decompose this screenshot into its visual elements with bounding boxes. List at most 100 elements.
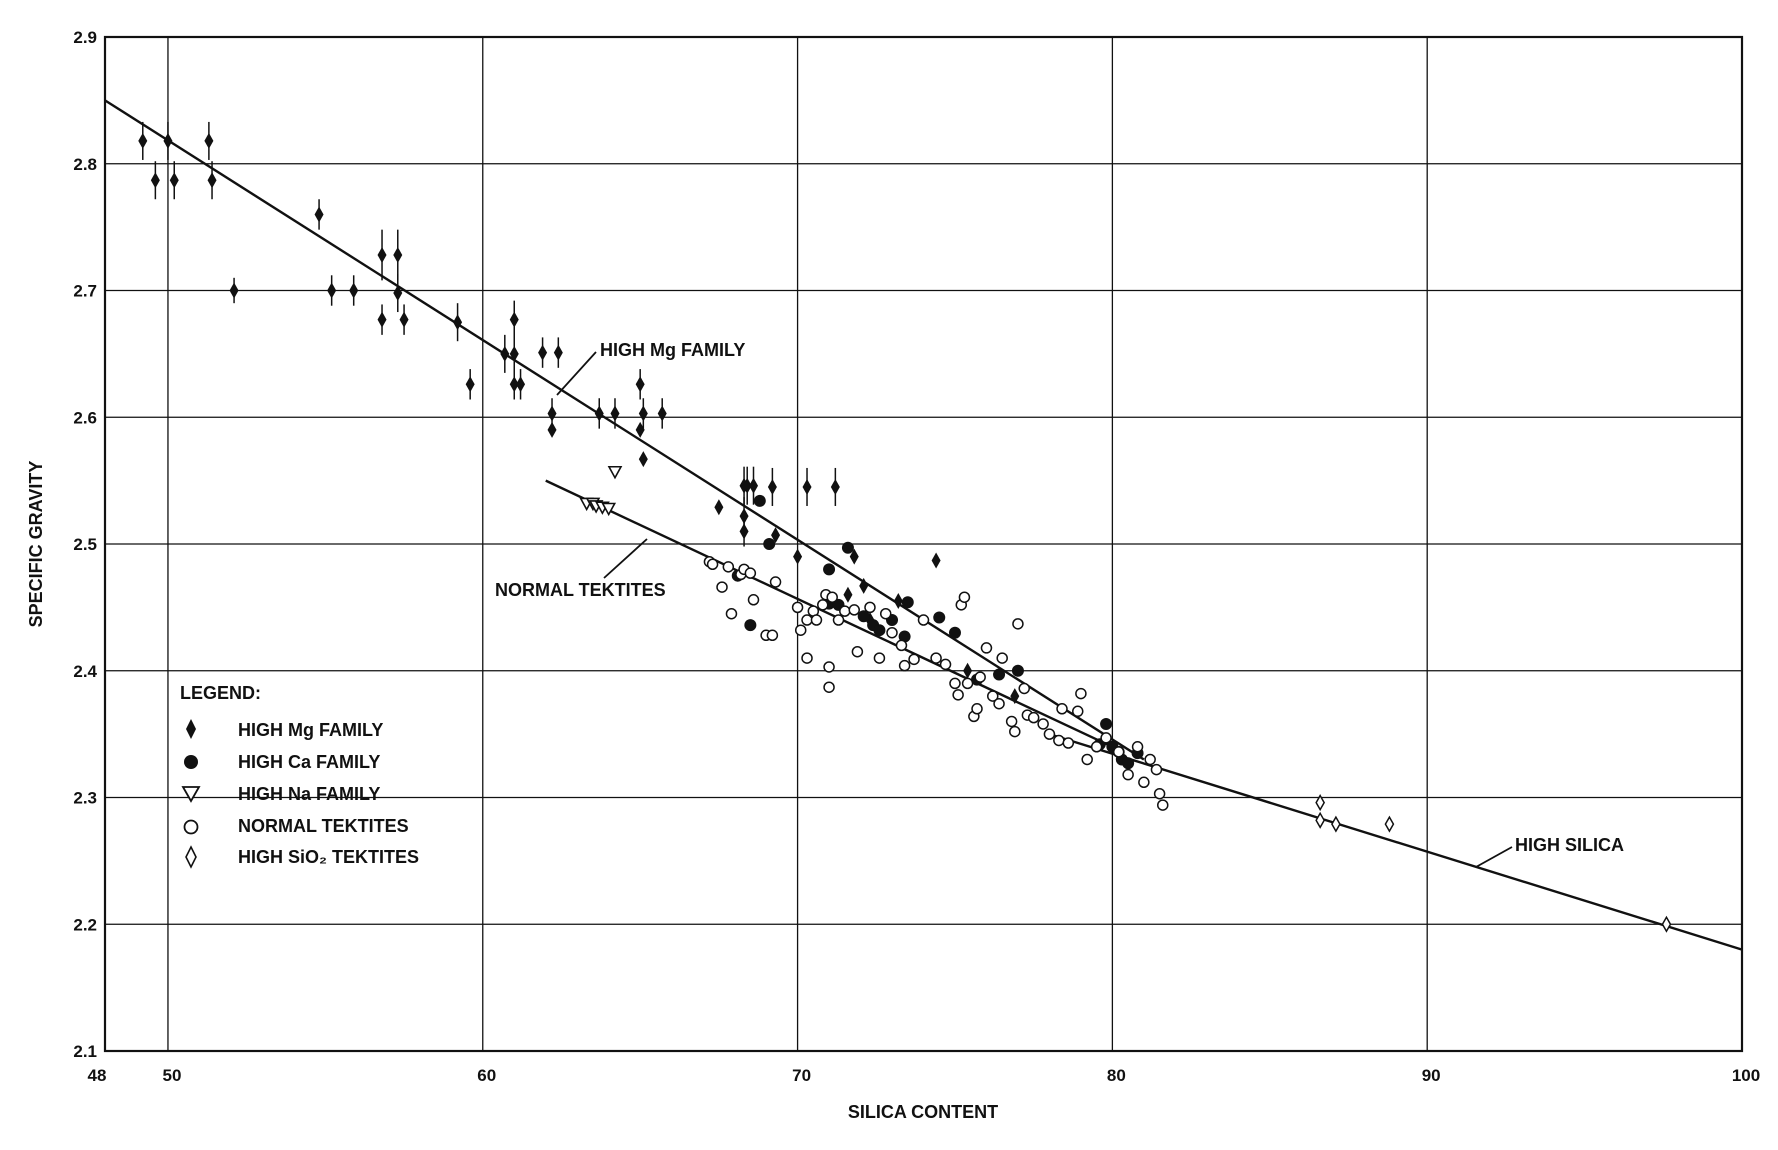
data-point bbox=[1009, 725, 1021, 738]
fit-lines bbox=[104, 99, 1743, 951]
data-point bbox=[841, 541, 854, 554]
data-point bbox=[1153, 787, 1166, 800]
data-point bbox=[1131, 741, 1144, 753]
x-tick-label: 50 bbox=[163, 1066, 182, 1085]
data-point bbox=[753, 494, 766, 507]
data-point bbox=[610, 405, 620, 422]
data-point bbox=[952, 689, 964, 701]
data-point bbox=[229, 282, 239, 299]
data-point bbox=[706, 558, 719, 571]
annotation-high-silica: HIGH SILICA bbox=[1515, 835, 1624, 855]
data-point bbox=[1012, 618, 1024, 630]
data-point bbox=[744, 567, 757, 579]
data-point bbox=[1018, 682, 1030, 695]
data-point bbox=[509, 311, 519, 328]
data-point bbox=[393, 247, 403, 264]
data-point bbox=[714, 499, 724, 516]
data-point bbox=[851, 645, 864, 658]
data-point bbox=[749, 477, 759, 494]
data-point bbox=[739, 523, 749, 540]
data-point bbox=[767, 478, 777, 495]
data-point bbox=[553, 344, 563, 361]
data-point bbox=[823, 563, 836, 576]
legend-item-high-ca: HIGH Ca FAMILY bbox=[184, 752, 380, 772]
legend-label: HIGH SiO₂ TEKTITES bbox=[238, 847, 419, 867]
y-tick-label: 2.7 bbox=[73, 282, 97, 301]
data-point bbox=[1661, 915, 1672, 933]
data-point bbox=[933, 611, 946, 624]
data-point bbox=[169, 172, 179, 189]
y-tick-label: 2.1 bbox=[73, 1042, 97, 1061]
legend-title: LEGEND: bbox=[180, 683, 261, 703]
legend: LEGEND: HIGH Mg FAMILY HIGH Ca FAMILY HI… bbox=[180, 683, 419, 869]
y-tick-labels: 2.1 2.2 2.3 2.4 2.5 2.6 2.7 2.8 2.9 bbox=[73, 28, 97, 1061]
data-point bbox=[638, 405, 648, 422]
data-point bbox=[657, 405, 667, 422]
open-triangle-down-icon bbox=[181, 786, 201, 803]
x-tick-label: 70 bbox=[792, 1066, 811, 1085]
data-point bbox=[601, 502, 617, 517]
data-point bbox=[399, 311, 409, 328]
data-point bbox=[771, 527, 781, 544]
data-point bbox=[1010, 688, 1020, 705]
data-point bbox=[638, 451, 648, 468]
data-point bbox=[987, 690, 999, 702]
y-tick-label: 2.9 bbox=[73, 28, 97, 47]
data-point bbox=[1100, 717, 1113, 730]
data-point bbox=[823, 661, 835, 673]
data-point bbox=[725, 607, 738, 620]
data-point bbox=[763, 538, 776, 550]
data-point bbox=[801, 652, 813, 664]
x-tick-label: 80 bbox=[1107, 1066, 1126, 1085]
data-point bbox=[138, 132, 148, 149]
data-point bbox=[1043, 728, 1056, 740]
annotation-normal-tektites: NORMAL TEKTITES bbox=[495, 580, 666, 600]
data-point bbox=[873, 624, 886, 637]
y-tick-label: 2.3 bbox=[73, 789, 97, 808]
data-point bbox=[509, 376, 519, 393]
data-point bbox=[1157, 799, 1169, 811]
data-point bbox=[948, 626, 961, 639]
data-point bbox=[1011, 664, 1024, 677]
data-point bbox=[971, 703, 983, 715]
x-axis-label: SILICA CONTENT bbox=[848, 1102, 998, 1122]
data-point bbox=[802, 478, 812, 495]
data-point bbox=[886, 626, 898, 639]
data-point bbox=[314, 206, 324, 223]
data-point bbox=[993, 697, 1005, 710]
y-tick-label: 2.4 bbox=[73, 662, 97, 681]
data-point bbox=[949, 677, 961, 690]
data-point bbox=[1081, 753, 1093, 766]
data-points bbox=[138, 121, 1672, 933]
data-point bbox=[1315, 794, 1326, 812]
data-point bbox=[1053, 734, 1065, 747]
data-point bbox=[1122, 757, 1135, 770]
data-point bbox=[830, 478, 840, 495]
normal-tektites-leader-line bbox=[603, 538, 648, 579]
grid-lines bbox=[105, 37, 1742, 1051]
data-point bbox=[895, 639, 908, 652]
data-point bbox=[961, 677, 974, 690]
data-point bbox=[832, 614, 845, 626]
data-point bbox=[930, 652, 942, 664]
data-point bbox=[908, 653, 920, 666]
data-point bbox=[204, 132, 214, 149]
data-point bbox=[769, 576, 782, 588]
data-point bbox=[879, 607, 892, 620]
data-point bbox=[1075, 687, 1087, 700]
data-point bbox=[1122, 768, 1134, 781]
data-point bbox=[1072, 705, 1084, 718]
fit-line bbox=[104, 99, 1145, 761]
data-point bbox=[996, 652, 1008, 664]
data-point bbox=[849, 548, 859, 565]
data-point bbox=[747, 594, 760, 606]
x-tick-label: 60 bbox=[477, 1066, 496, 1085]
legend-label: NORMAL TEKTITES bbox=[238, 816, 409, 836]
x-tick-label: 90 bbox=[1422, 1066, 1441, 1085]
data-point bbox=[817, 599, 829, 611]
data-point bbox=[864, 601, 876, 614]
data-point bbox=[848, 604, 860, 616]
legend-label: HIGH Mg FAMILY bbox=[238, 720, 383, 740]
open-diamond-icon bbox=[185, 845, 197, 869]
